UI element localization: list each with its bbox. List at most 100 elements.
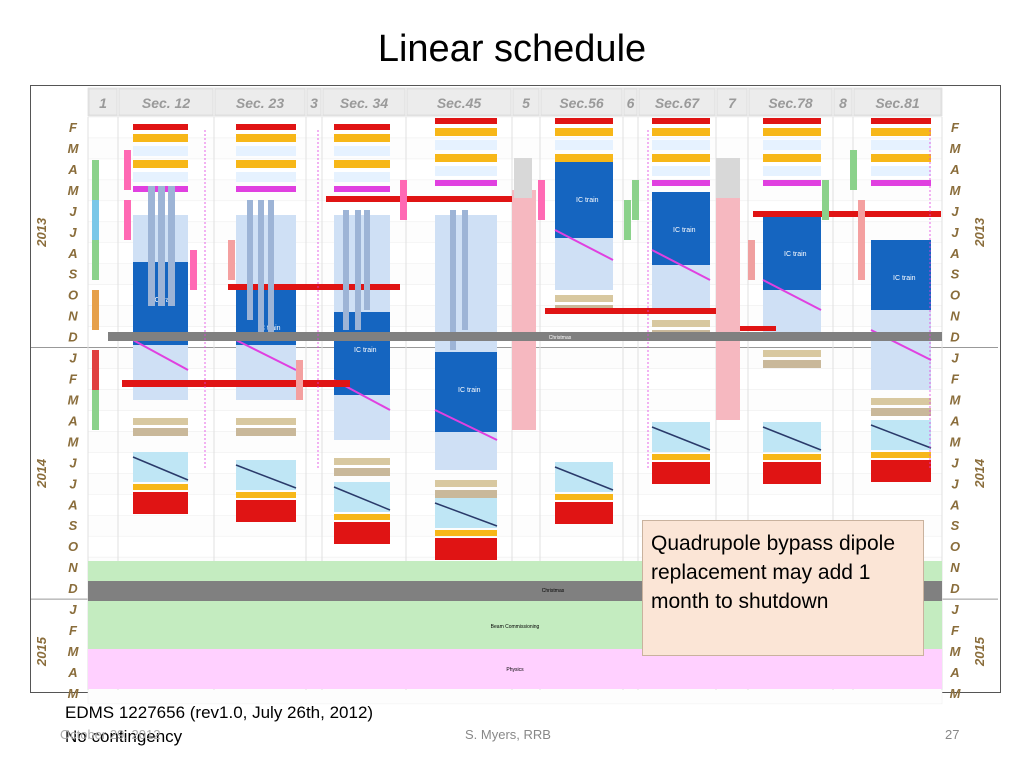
light-task-bar: [236, 146, 296, 156]
side-task-marker: [822, 180, 829, 220]
diagonal-task-line: [132, 339, 189, 371]
magenta-task-bar: [763, 180, 821, 186]
red-task-bar: [133, 124, 188, 130]
orange-task-bar: [334, 514, 390, 520]
column-task-block: [716, 158, 740, 420]
beige-task-bar: [435, 490, 497, 498]
month-label-left: F: [69, 120, 78, 135]
orange-task-bar: [133, 484, 188, 490]
orange-task-bar: [236, 492, 296, 498]
orange-task-bar: [334, 160, 390, 168]
light-task-bar: [133, 172, 188, 182]
light-task-bar: [236, 172, 296, 182]
month-label-right: M: [950, 141, 962, 156]
month-label-left: N: [68, 560, 78, 575]
diagonal-task-line: [333, 486, 391, 511]
edms-reference: EDMS 1227656 (rev1.0, July 26th, 2012): [65, 703, 374, 722]
beige-task-bar: [334, 468, 390, 476]
ic-train-label: IC train: [673, 227, 696, 234]
side-task-marker: [92, 350, 99, 390]
orange-task-bar: [334, 134, 390, 142]
beige-task-bar: [763, 360, 821, 368]
year-label-right: 2015: [972, 636, 987, 667]
light-task-bar: [435, 166, 497, 176]
magenta-task-bar: [652, 180, 710, 186]
month-label-left: J: [69, 351, 77, 366]
cyan-task-block: [652, 422, 710, 452]
month-label-right: N: [950, 309, 960, 324]
long-red-task-bar: [122, 380, 350, 387]
column-header-label: Sec. 23: [236, 95, 284, 111]
column-header-cell: [833, 88, 853, 116]
long-red-task-bar: [545, 308, 717, 314]
year-label-left: 2013: [34, 217, 49, 248]
light-task-bar: [763, 140, 821, 150]
side-task-marker: [538, 180, 545, 220]
column-header-label: 6: [627, 95, 635, 111]
beam-commissioning-label: Beam Commissioning: [491, 624, 540, 630]
light-task-bar: [133, 146, 188, 156]
beige-task-bar: [871, 408, 931, 416]
column-header-task: [514, 158, 532, 198]
month-label-right: N: [950, 560, 960, 575]
magenta-task-bar: [435, 180, 497, 186]
diagonal-task-line: [132, 456, 189, 481]
vertical-task-bar: [450, 210, 456, 350]
month-label-right: M: [950, 434, 962, 449]
orange-task-bar: [435, 530, 497, 536]
beige-task-bar: [133, 428, 188, 436]
ic-train-block: [652, 192, 710, 265]
column-header-cell: [716, 88, 748, 116]
red-task-bar: [555, 118, 613, 124]
orange-task-bar: [652, 154, 710, 162]
diagonal-task-line: [434, 502, 498, 527]
red-task-block: [652, 462, 710, 484]
month-label-right: D: [950, 581, 960, 596]
orange-task-bar: [555, 128, 613, 136]
month-label-right: O: [950, 288, 960, 303]
vertical-task-bar: [168, 186, 175, 306]
year-label-left: 2015: [34, 636, 49, 667]
vertical-task-bar: [148, 186, 155, 306]
month-label-left: A: [67, 162, 77, 177]
red-task-bar: [871, 118, 931, 124]
orange-task-bar: [763, 454, 821, 460]
month-label-right: M: [950, 392, 962, 407]
month-label-left: O: [68, 539, 78, 554]
light-task-bar: [652, 140, 710, 150]
magenta-task-bar: [871, 180, 931, 186]
magenta-task-bar: [236, 186, 296, 192]
month-label-left: M: [68, 434, 80, 449]
orange-task-bar: [763, 128, 821, 136]
side-task-marker: [850, 150, 857, 190]
month-label-right: J: [951, 602, 959, 617]
beige-task-bar: [652, 320, 710, 327]
footer-author: S. Myers, RRB: [465, 727, 551, 742]
column-header-cell: [214, 88, 306, 116]
orange-task-bar: [133, 134, 188, 142]
long-red-task-bar: [326, 196, 518, 202]
cyan-task-block: [763, 422, 821, 452]
column-header-label: Sec.78: [768, 95, 813, 111]
column-header-label: Sec.56: [559, 95, 604, 111]
side-task-marker: [748, 240, 755, 280]
month-label-left: M: [68, 141, 80, 156]
slide-title: Linear schedule: [377, 28, 647, 70]
month-label-left: O: [68, 288, 78, 303]
cyan-task-block: [871, 420, 931, 450]
diagonal-task-line: [554, 229, 614, 261]
red-task-block: [871, 460, 931, 482]
column-header-label: 5: [522, 95, 530, 111]
column-header-cell: [306, 88, 322, 116]
column-header-cell: [118, 88, 214, 116]
orange-task-bar: [555, 494, 613, 500]
orange-task-bar: [871, 128, 931, 136]
month-label-right: A: [949, 162, 959, 177]
month-label-left: J: [69, 602, 77, 617]
month-label-left: S: [69, 518, 78, 533]
side-task-marker: [92, 290, 99, 330]
column-header-label: Sec. 12: [142, 95, 190, 111]
diagonal-task-line: [235, 464, 297, 489]
ic-train-label: IC train: [458, 387, 481, 394]
vertical-task-bar: [268, 200, 274, 340]
